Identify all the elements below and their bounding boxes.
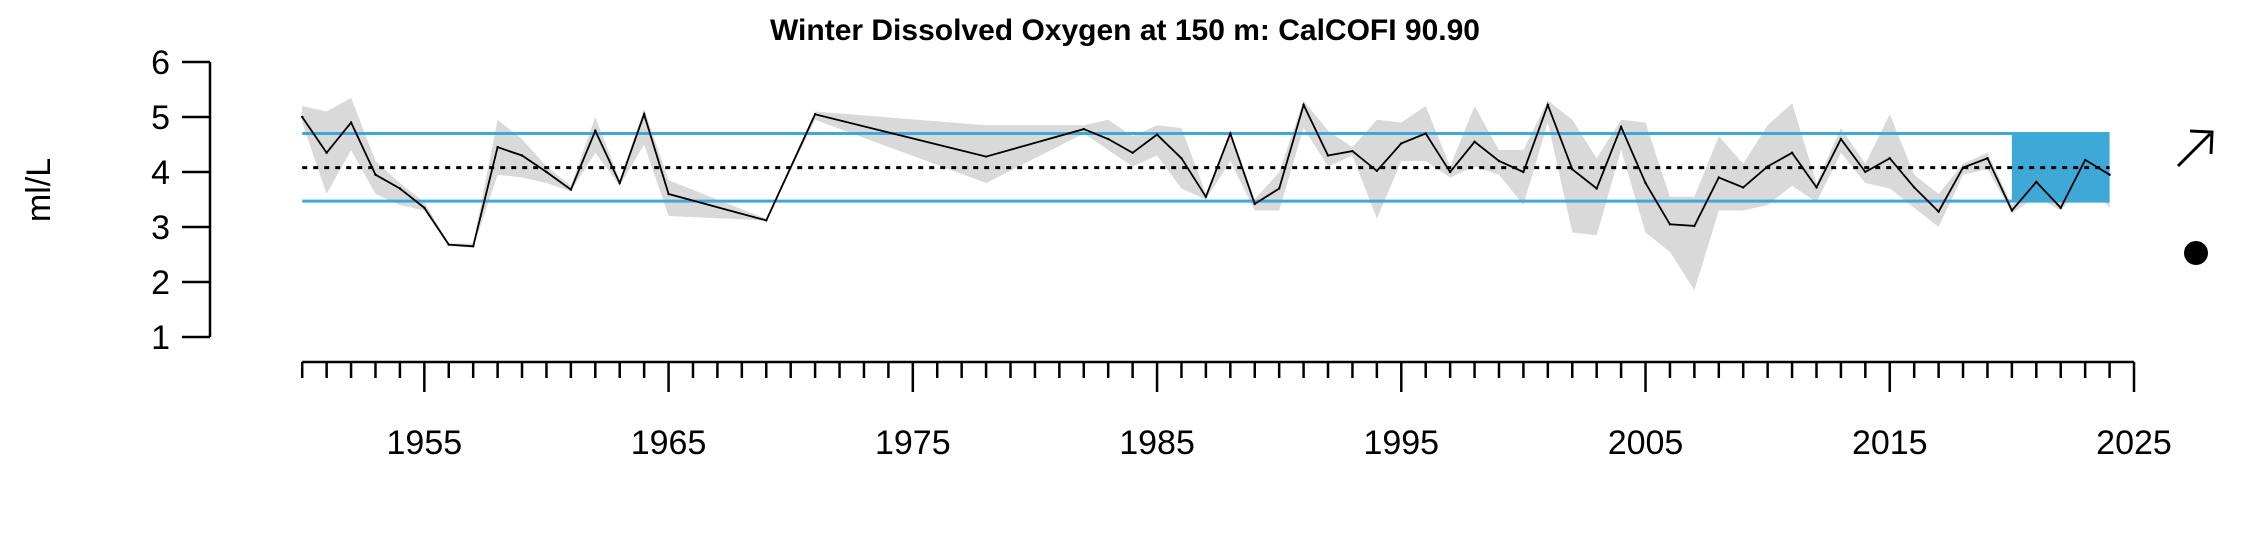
data-point (1595, 187, 1598, 190)
data-point (1522, 170, 1525, 174)
x-tick-label: 1985 (1119, 424, 1195, 462)
data-point (1619, 125, 1623, 129)
data-point (1204, 195, 1208, 198)
data-point (1742, 186, 1745, 189)
data-point (496, 146, 499, 149)
x-axis: 1955 1965 1975 1985 1995 2005 2015 2025 (300, 360, 2172, 462)
data-point (1766, 165, 1769, 168)
data-point (1546, 103, 1550, 107)
reference-lines-group (302, 132, 2110, 203)
data-point (1180, 157, 1183, 160)
data-point (2083, 158, 2087, 162)
data-point (398, 187, 402, 190)
recent-window-group (2011, 133, 2110, 202)
y-axis-label: ml/L (20, 158, 58, 222)
data-point (1790, 151, 1794, 154)
trend-arrow-icon (2176, 129, 2214, 168)
data-point (642, 113, 646, 116)
plot-area (301, 97, 2111, 291)
x-tick-label: 1965 (631, 424, 707, 462)
y-tick-label: 1 (151, 319, 170, 357)
data-point (1082, 127, 1085, 131)
data-point (545, 170, 548, 174)
data-point (1937, 210, 1940, 213)
x-tick-label: 1955 (387, 424, 463, 462)
data-point (1717, 176, 1720, 179)
data-point (667, 192, 670, 196)
data-point (1693, 224, 1696, 228)
y-tick-label: 2 (151, 264, 170, 302)
series-line (301, 102, 2111, 248)
data-point (1253, 202, 1256, 206)
data-point (325, 151, 328, 154)
y-tick-label: 3 (151, 209, 170, 247)
data-point (1644, 181, 1647, 185)
y-axis: 1 2 3 4 5 6 (151, 44, 212, 357)
series-line-group (301, 102, 2111, 248)
data-point (618, 181, 621, 185)
data-point (1277, 187, 1281, 190)
data-point (1375, 169, 1379, 173)
data-point (2035, 180, 2038, 184)
y-tick-label: 6 (151, 44, 170, 82)
data-point (374, 173, 377, 176)
x-tick-label: 2025 (2096, 424, 2172, 462)
data-point (1424, 132, 1427, 135)
data-point (1326, 154, 1330, 157)
data-point (349, 121, 353, 124)
data-point (594, 129, 597, 132)
data-point (1497, 159, 1501, 163)
y-tick-label: 4 (151, 154, 170, 192)
chart-title: Winter Dissolved Oxygen at 150 m: CalCOF… (770, 14, 1480, 47)
x-tick-label: 2005 (1608, 424, 1684, 462)
data-point (1448, 170, 1452, 174)
data-point (1229, 132, 1232, 135)
x-tick-label: 1975 (875, 424, 951, 462)
data-point (1864, 170, 1867, 174)
x-tick-label: 2015 (1852, 424, 1928, 462)
data-point (2059, 206, 2062, 209)
filled-circle-icon (2184, 241, 2208, 265)
data-point (1155, 133, 1159, 136)
uncertainty-band (302, 97, 2110, 291)
data-point (2108, 173, 2111, 176)
data-point (1131, 151, 1134, 154)
data-point (471, 245, 475, 248)
data-point (1302, 103, 1305, 107)
data-point (1571, 168, 1574, 171)
data-point (1473, 140, 1476, 143)
data-point (765, 219, 768, 222)
data-point (1839, 137, 1843, 141)
data-point (1668, 223, 1672, 226)
data-point (1106, 137, 1110, 141)
y-tick-label: 5 (151, 99, 170, 137)
data-point (813, 113, 817, 116)
data-point (2010, 209, 2014, 212)
recent-window-rect (2011, 133, 2110, 202)
data-point (520, 154, 524, 157)
data-point (301, 115, 304, 119)
data-point (447, 243, 450, 246)
data-point (1400, 142, 1403, 145)
data-point (1961, 166, 1965, 169)
data-point (1815, 186, 1818, 189)
data-point (423, 206, 426, 209)
data-point (1888, 157, 1891, 160)
data-point (1986, 157, 1989, 160)
data-point (1912, 186, 1916, 189)
data-point (1351, 149, 1354, 153)
data-point (569, 188, 573, 191)
x-tick-label: 1995 (1363, 424, 1439, 462)
uncertainty-band-group (302, 97, 2110, 291)
data-point (984, 155, 988, 158)
